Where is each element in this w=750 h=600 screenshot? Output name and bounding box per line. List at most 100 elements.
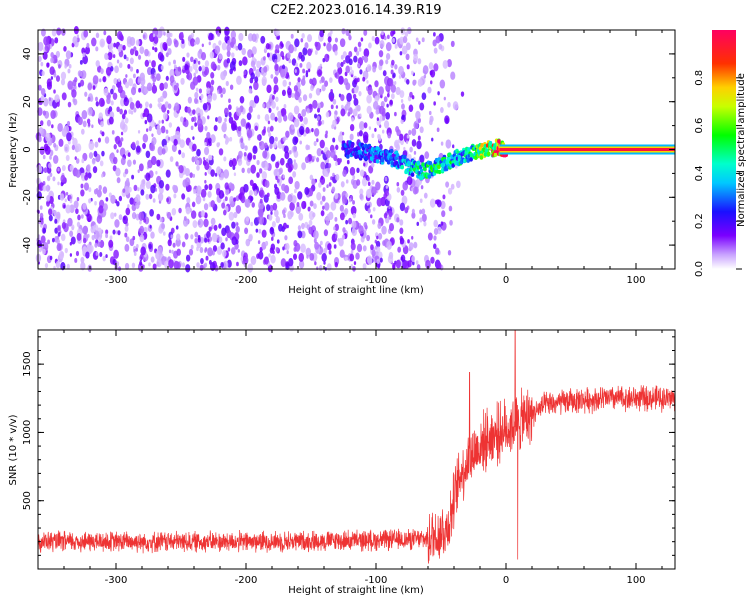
noise-speck	[447, 101, 451, 108]
noise-speck	[178, 207, 182, 214]
noise-speck	[274, 116, 278, 122]
noise-speck	[363, 122, 368, 129]
noise-speck	[433, 101, 436, 106]
noise-speck	[372, 207, 376, 212]
noise-speck	[379, 59, 384, 67]
noise-speck	[221, 202, 226, 209]
noise-speck	[374, 127, 377, 132]
noise-speck	[102, 186, 108, 194]
noise-speck	[386, 103, 389, 108]
noise-speck	[180, 32, 184, 36]
noise-speck	[399, 90, 405, 98]
noise-speck	[342, 227, 346, 233]
noise-speck	[186, 52, 190, 58]
noise-speck	[407, 260, 412, 268]
noise-speck	[358, 91, 362, 97]
noise-speck	[80, 189, 85, 197]
noise-speck	[358, 121, 365, 131]
noise-speck	[251, 46, 257, 55]
noise-speck	[66, 120, 71, 127]
noise-speck	[419, 126, 424, 134]
noise-speck	[36, 191, 42, 200]
noise-speck	[195, 87, 199, 92]
noise-speck	[196, 240, 202, 249]
noise-speck	[324, 80, 329, 87]
noise-speck	[273, 209, 279, 218]
noise-speck	[311, 128, 314, 133]
noise-speck	[383, 192, 388, 199]
noise-speck	[173, 138, 178, 146]
noise-speck	[208, 41, 211, 46]
noise-speck	[181, 152, 186, 159]
noise-speck	[98, 205, 104, 214]
noise-speck	[112, 156, 118, 165]
noise-speck	[359, 69, 363, 75]
noise-speck	[366, 201, 370, 206]
noise-speck	[294, 38, 300, 48]
noise-speck	[82, 202, 87, 210]
noise-speck	[278, 167, 283, 175]
noise-speck	[438, 43, 443, 50]
noise-speck	[175, 233, 181, 241]
noise-speck	[242, 56, 248, 66]
noise-speck	[276, 239, 280, 244]
noise-speck	[203, 146, 210, 156]
noise-speck	[166, 37, 172, 47]
noise-speck	[340, 181, 345, 188]
noise-speck	[433, 227, 439, 236]
noise-speck	[50, 110, 56, 120]
noise-speck	[43, 36, 49, 46]
noise-speck	[207, 247, 213, 257]
noise-speck	[162, 41, 168, 51]
noise-speck	[229, 61, 236, 71]
noise-speck	[401, 103, 405, 110]
noise-speck	[408, 104, 414, 112]
noise-speck	[402, 181, 409, 191]
noise-speck	[388, 251, 394, 260]
noise-speck	[273, 76, 279, 85]
noise-speck	[208, 260, 212, 265]
noise-speck	[350, 249, 354, 255]
noise-speck	[72, 36, 78, 45]
noise-speck	[198, 48, 203, 55]
noise-speck	[286, 224, 289, 229]
noise-speck	[139, 253, 144, 260]
carrier-core	[499, 148, 675, 151]
noise-speck	[176, 261, 181, 270]
noise-speck	[263, 56, 266, 61]
signal-blob	[416, 160, 421, 166]
noise-speck	[124, 81, 130, 89]
noise-speck	[68, 64, 72, 69]
noise-speck	[252, 154, 256, 160]
noise-speck	[335, 144, 339, 151]
noise-speck	[244, 227, 249, 235]
noise-speck	[208, 226, 212, 232]
noise-speck	[59, 193, 65, 201]
noise-speck	[157, 103, 160, 108]
noise-speck	[259, 198, 263, 204]
noise-speck	[444, 115, 450, 125]
noise-speck	[276, 178, 280, 183]
noise-speck	[228, 211, 235, 221]
noise-speck	[94, 201, 97, 206]
noise-speck	[323, 247, 327, 255]
noise-speck	[316, 115, 320, 121]
noise-speck	[191, 156, 196, 163]
noise-speck	[430, 256, 435, 264]
signal-blob	[350, 143, 355, 149]
noise-speck	[54, 218, 58, 224]
noise-speck	[301, 222, 305, 230]
noise-speck	[400, 99, 404, 103]
noise-speck	[76, 143, 82, 152]
noise-speck	[196, 165, 200, 171]
noise-speck	[323, 261, 326, 265]
noise-speck	[266, 192, 270, 198]
noise-speck	[139, 183, 145, 192]
noise-speck	[440, 106, 444, 113]
noise-speck	[210, 200, 216, 208]
noise-speck	[417, 78, 423, 87]
noise-speck	[277, 110, 282, 118]
noise-speck	[36, 164, 43, 174]
noise-speck	[43, 97, 49, 107]
noise-speck	[181, 193, 186, 200]
